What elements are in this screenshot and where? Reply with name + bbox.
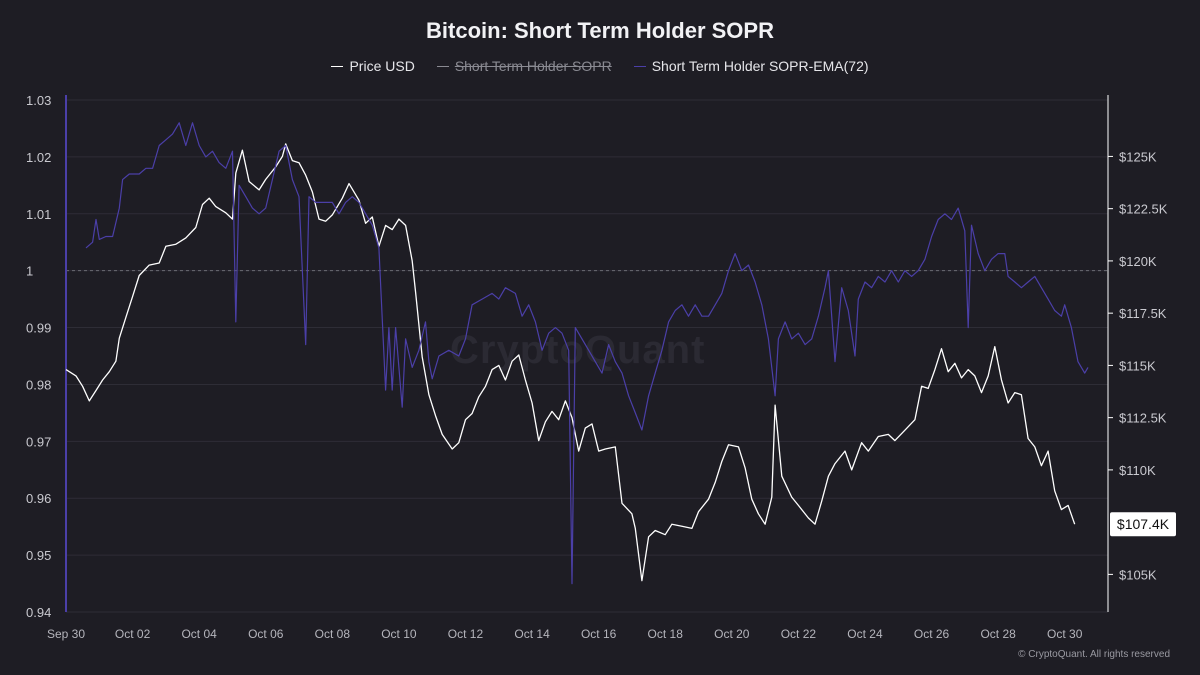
legend-price-usd[interactable]: Price USD — [331, 58, 415, 74]
x-tick-label: Oct 28 — [980, 627, 1016, 641]
legend-label: Short Term Holder SOPR — [454, 58, 612, 74]
y-left-tick-label: 0.97 — [26, 434, 51, 449]
current-price-badge — [1110, 512, 1176, 537]
legend-label: Price USD — [349, 58, 415, 74]
x-tick-label: Oct 18 — [648, 627, 684, 641]
x-tick-label: Oct 20 — [714, 627, 750, 641]
y-left-tick-label: 0.96 — [26, 491, 51, 506]
x-tick-label: Oct 26 — [914, 627, 950, 641]
y-right-tick-label: $110K — [1119, 463, 1156, 478]
x-tick-label: Oct 30 — [1047, 627, 1083, 641]
y-right-tick-label: $125K — [1119, 149, 1157, 164]
x-tick-label: Oct 14 — [514, 627, 550, 641]
y-left-tick-label: 1.03 — [26, 93, 51, 108]
legend-price-swatch — [331, 65, 344, 67]
y-right-tick-label: $115K — [1119, 358, 1156, 373]
current-price-label: $107.4K — [1117, 516, 1170, 532]
y-left-tick-label: 0.95 — [26, 548, 51, 563]
y-right-tick-label: $122.5K — [1119, 202, 1168, 217]
y-right-tick-label: $105K — [1119, 567, 1157, 582]
x-tick-label: Oct 22 — [781, 627, 817, 641]
price-line — [65, 143, 1076, 582]
legend-sopr-swatch — [436, 65, 449, 67]
copyright: © CryptoQuant. All rights reserved — [1018, 649, 1170, 660]
legend-sopr-ema[interactable]: Short Term Holder SOPR-EMA(72) — [633, 58, 869, 74]
x-tick-label: Oct 10 — [381, 627, 417, 641]
y-left-tick-label: 1.01 — [26, 207, 51, 222]
x-tick-label: Oct 12 — [448, 627, 484, 641]
y-right-tick-label: $112.5K — [1119, 411, 1167, 426]
x-tick-label: Oct 04 — [181, 627, 217, 641]
y-left-tick-label: 0.98 — [26, 377, 51, 392]
legend: Price USD Short Term Holder SOPR Short T… — [0, 58, 1200, 74]
y-left-tick-label: 0.99 — [26, 321, 51, 336]
y-left-tick-label: 0.94 — [26, 605, 51, 620]
x-tick-label: Sep 30 — [47, 627, 85, 641]
y-right-tick-label: $120K — [1119, 254, 1157, 269]
legend-sopr[interactable]: Short Term Holder SOPR — [436, 58, 612, 74]
legend-label: Short Term Holder SOPR-EMA(72) — [651, 58, 869, 74]
chart-title: Bitcoin: Short Term Holder SOPR — [426, 18, 774, 43]
x-tick-label: Oct 24 — [847, 627, 883, 641]
y-left-tick-label: 1.02 — [26, 150, 51, 165]
x-tick-label: Oct 16 — [581, 627, 617, 641]
y-left-tick-label: 1 — [26, 264, 33, 279]
sopr-ema-line — [85, 122, 1089, 585]
x-tick-label: Oct 06 — [248, 627, 284, 641]
y-right-tick-label: $117.5K — [1119, 306, 1167, 321]
x-tick-label: Oct 08 — [315, 627, 351, 641]
legend-ema-swatch — [633, 65, 646, 67]
x-tick-label: Oct 02 — [115, 627, 151, 641]
